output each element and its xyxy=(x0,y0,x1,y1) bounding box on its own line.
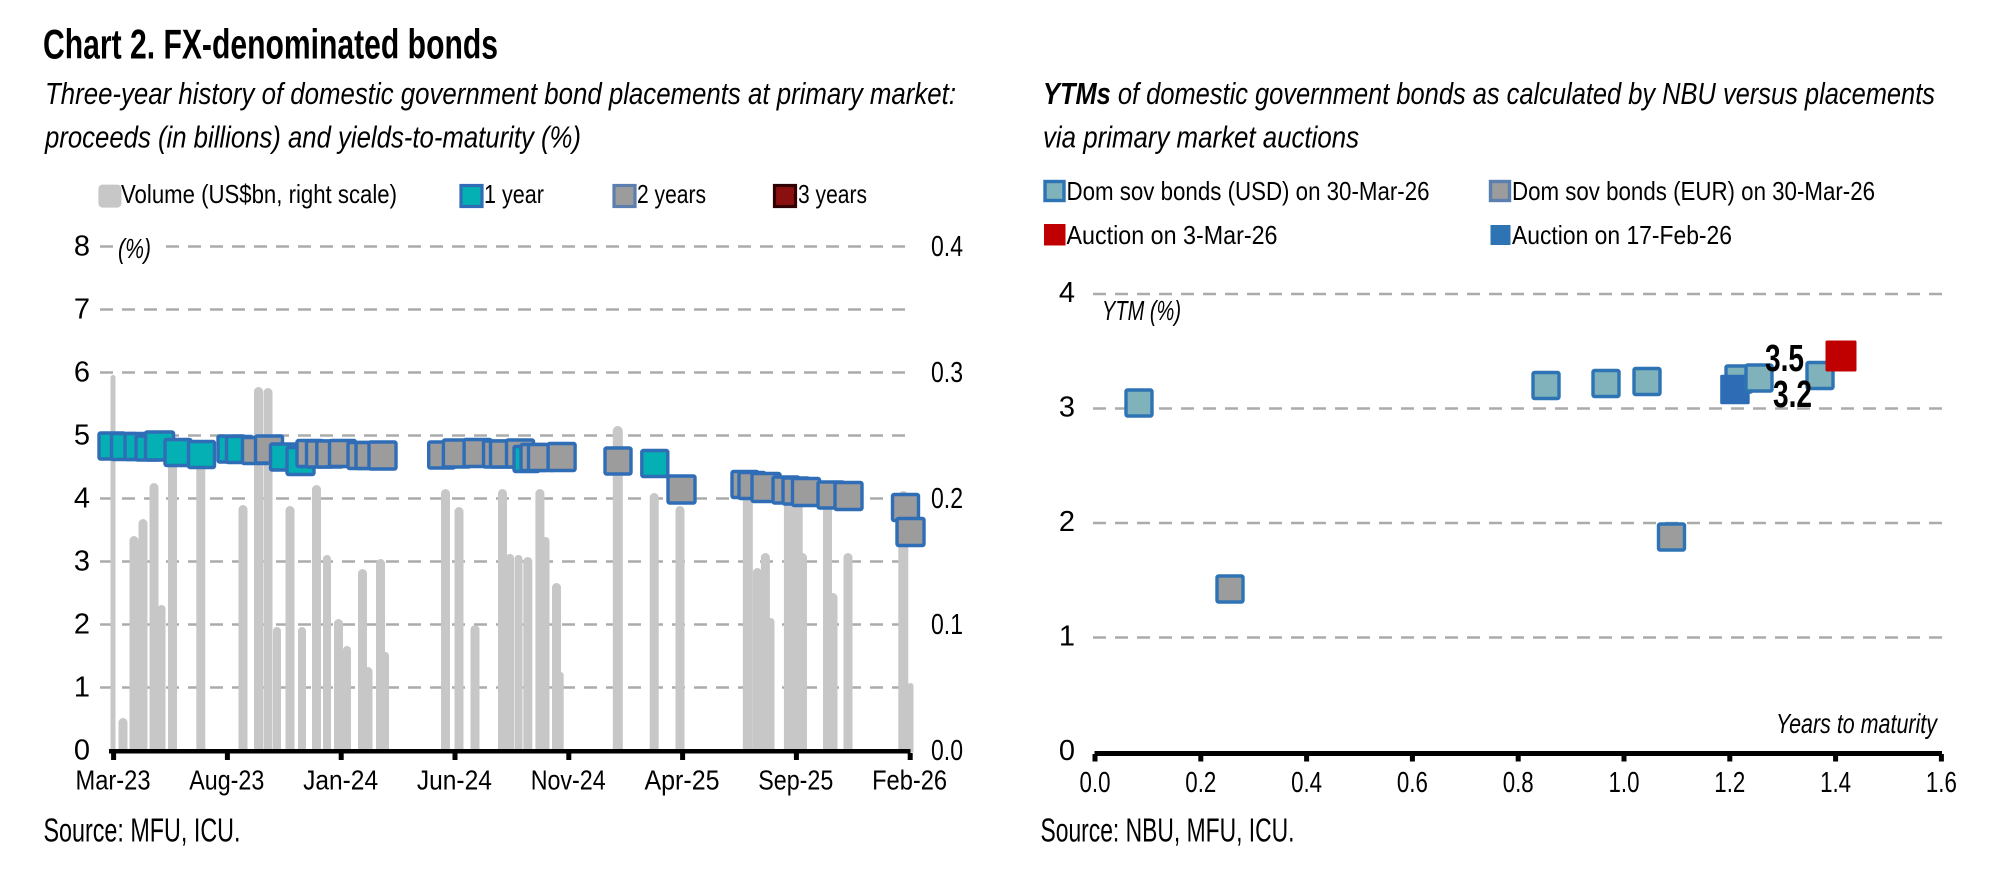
svg-text:Mar-23: Mar-23 xyxy=(76,765,151,796)
svg-text:Source: MFU, ICU.: Source: MFU, ICU. xyxy=(44,812,241,849)
svg-text:1: 1 xyxy=(1059,621,1075,653)
svg-text:0.2: 0.2 xyxy=(931,483,963,515)
svg-text:0.0: 0.0 xyxy=(931,735,963,767)
svg-text:0: 0 xyxy=(1059,735,1075,767)
svg-text:1.6: 1.6 xyxy=(1926,767,1957,799)
svg-text:0: 0 xyxy=(74,734,90,766)
svg-text:YTM (%): YTM (%) xyxy=(1102,295,1181,326)
svg-text:3.5: 3.5 xyxy=(1765,338,1804,380)
svg-text:4: 4 xyxy=(1059,277,1075,309)
svg-text:0.3: 0.3 xyxy=(931,357,963,389)
svg-text:3: 3 xyxy=(1059,392,1075,424)
svg-text:(%): (%) xyxy=(118,233,151,264)
svg-text:proceeds (in billions) and yie: proceeds (in billions) and yields-to-mat… xyxy=(44,120,581,155)
svg-text:Feb-26: Feb-26 xyxy=(872,765,947,796)
svg-text:0.8: 0.8 xyxy=(1503,767,1534,799)
svg-text:0.4: 0.4 xyxy=(931,231,963,263)
svg-text:2: 2 xyxy=(1059,506,1075,538)
svg-text:3 years: 3 years xyxy=(798,179,867,209)
svg-text:2: 2 xyxy=(74,608,90,640)
svg-text:1.4: 1.4 xyxy=(1820,767,1851,799)
svg-text:0.0: 0.0 xyxy=(1080,767,1111,799)
svg-text:0.1: 0.1 xyxy=(931,609,963,641)
svg-text:Dom sov bonds (USD) on 30-Mar-: Dom sov bonds (USD) on 30-Mar-26 xyxy=(1067,176,1430,206)
svg-text:5: 5 xyxy=(74,419,90,451)
svg-text:0.6: 0.6 xyxy=(1397,767,1428,799)
svg-text:Auction on 3-Mar-26: Auction on 3-Mar-26 xyxy=(1067,220,1278,250)
svg-text:Jun-24: Jun-24 xyxy=(417,765,492,796)
svg-text:0.2: 0.2 xyxy=(1185,767,1216,799)
svg-text:3.2: 3.2 xyxy=(1773,374,1812,416)
svg-text:Sep-25: Sep-25 xyxy=(758,765,833,796)
svg-text:8: 8 xyxy=(74,230,90,262)
svg-text:Auction on 17-Feb-26: Auction on 17-Feb-26 xyxy=(1512,220,1732,250)
svg-text:YTMs of domestic government bo: YTMs of domestic government bonds as cal… xyxy=(1043,76,1935,111)
svg-text:Volume (US$bn, right scale): Volume (US$bn, right scale) xyxy=(121,179,397,209)
svg-text:0.4: 0.4 xyxy=(1291,767,1322,799)
svg-text:4: 4 xyxy=(74,482,90,514)
svg-text:1.2: 1.2 xyxy=(1714,767,1745,799)
svg-text:Dom sov bonds (EUR) on 30-Mar-: Dom sov bonds (EUR) on 30-Mar-26 xyxy=(1512,176,1875,206)
svg-text:3: 3 xyxy=(74,545,90,577)
svg-text:via primary market auctions: via primary market auctions xyxy=(1043,120,1359,155)
svg-text:Chart 2. FX-denominated bonds: Chart 2. FX-denominated bonds xyxy=(43,20,498,67)
svg-text:1.0: 1.0 xyxy=(1609,767,1640,799)
svg-text:Aug-23: Aug-23 xyxy=(189,765,264,796)
svg-text:Years to maturity: Years to maturity xyxy=(1776,708,1939,739)
svg-text:Three-year history of domestic: Three-year history of domestic governmen… xyxy=(45,76,956,111)
svg-text:Nov-24: Nov-24 xyxy=(531,765,606,796)
svg-text:Apr-25: Apr-25 xyxy=(645,765,720,796)
svg-text:Jan-24: Jan-24 xyxy=(303,765,378,796)
svg-text:7: 7 xyxy=(74,293,90,325)
svg-text:2 years: 2 years xyxy=(637,179,706,209)
svg-text:1: 1 xyxy=(74,671,90,703)
svg-text:1 year: 1 year xyxy=(484,179,544,209)
svg-text:Source: NBU, MFU, ICU.: Source: NBU, MFU, ICU. xyxy=(1041,812,1295,849)
svg-text:6: 6 xyxy=(74,356,90,388)
